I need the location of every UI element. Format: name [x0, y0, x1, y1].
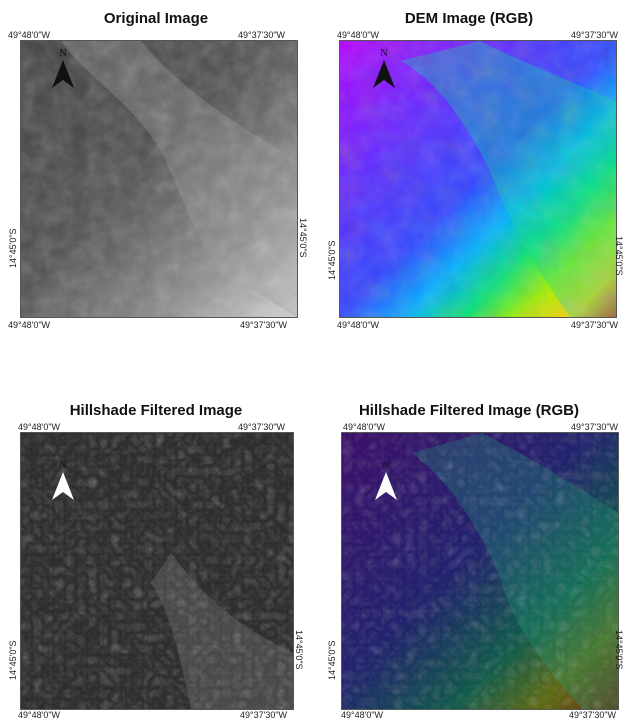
- coord-top-left: 49°48'0"W: [18, 422, 61, 432]
- coord-bottom-left: 49°48'0"W: [8, 320, 51, 330]
- coord-lat-right: 14°45'0"S: [614, 630, 624, 670]
- north-arrow: N: [373, 460, 399, 500]
- coord-top-right: 49°37'30"W: [238, 422, 286, 432]
- coord-bottom-right: 49°37'30"W: [571, 320, 619, 330]
- coord-bottom-left: 49°48'0"W: [18, 710, 61, 720]
- map-dem-rgb: [339, 40, 617, 318]
- north-arrow-icon: [375, 472, 397, 500]
- north-arrow-icon: [373, 60, 395, 88]
- coord-bottom-right: 49°37'30"W: [240, 710, 288, 720]
- panel-dem-rgb: DEM Image (RGB) 49°48'0"W 49°37'30"W: [313, 0, 625, 340]
- panel-original: Original Image 49°48'0"W 49°37'30"W N 14…: [0, 0, 312, 340]
- north-arrow-icon: [52, 472, 74, 500]
- north-arrow: N: [50, 48, 76, 88]
- coord-lat-left: 14°45'0"S: [327, 240, 337, 280]
- panel-title: DEM Image (RGB): [404, 10, 534, 27]
- north-arrow-icon: [52, 60, 74, 88]
- coord-top-left: 49°48'0"W: [337, 30, 380, 40]
- coord-top-left: 49°48'0"W: [8, 30, 51, 40]
- coord-bottom-left: 49°48'0"W: [337, 320, 380, 330]
- coord-lat-left: 14°45'0"S: [8, 640, 18, 680]
- panel-title: Hillshade Filtered Image (RGB): [358, 402, 580, 419]
- coord-top-right: 49°37'30"W: [571, 422, 619, 432]
- coord-bottom-right: 49°37'30"W: [569, 710, 617, 720]
- north-arrow: N: [50, 460, 76, 500]
- north-arrow: N: [371, 48, 397, 88]
- coord-lat-right: 14°45'0"S: [614, 236, 624, 276]
- map-hillshade: [20, 432, 294, 710]
- coord-lat-right: 14°45'0"S: [294, 630, 304, 670]
- panel-hillshade: Hillshade Filtered Image 49°48'0"W 49°37…: [0, 380, 312, 721]
- north-label: N: [382, 460, 390, 471]
- north-label: N: [59, 48, 67, 59]
- north-label: N: [59, 460, 67, 471]
- coord-top-left: 49°48'0"W: [343, 422, 386, 432]
- coord-lat-left: 14°45'0"S: [327, 640, 337, 680]
- coord-lat-left: 14°45'0"S: [8, 228, 18, 268]
- panel-title: Hillshade Filtered Image: [69, 402, 243, 419]
- coord-top-right: 49°37'30"W: [571, 30, 619, 40]
- panel-title: Original Image: [103, 10, 209, 27]
- coord-bottom-right: 49°37'30"W: [240, 320, 288, 330]
- coord-lat-right: 14°45'0"S: [298, 218, 308, 258]
- coord-bottom-left: 49°48'0"W: [341, 710, 384, 720]
- map-original: [20, 40, 298, 318]
- coord-top-right: 49°37'30"W: [238, 30, 286, 40]
- panel-hillshade-rgb: Hillshade Filtered Image (RGB) 49°48'0"W…: [313, 380, 625, 721]
- north-label: N: [380, 48, 388, 59]
